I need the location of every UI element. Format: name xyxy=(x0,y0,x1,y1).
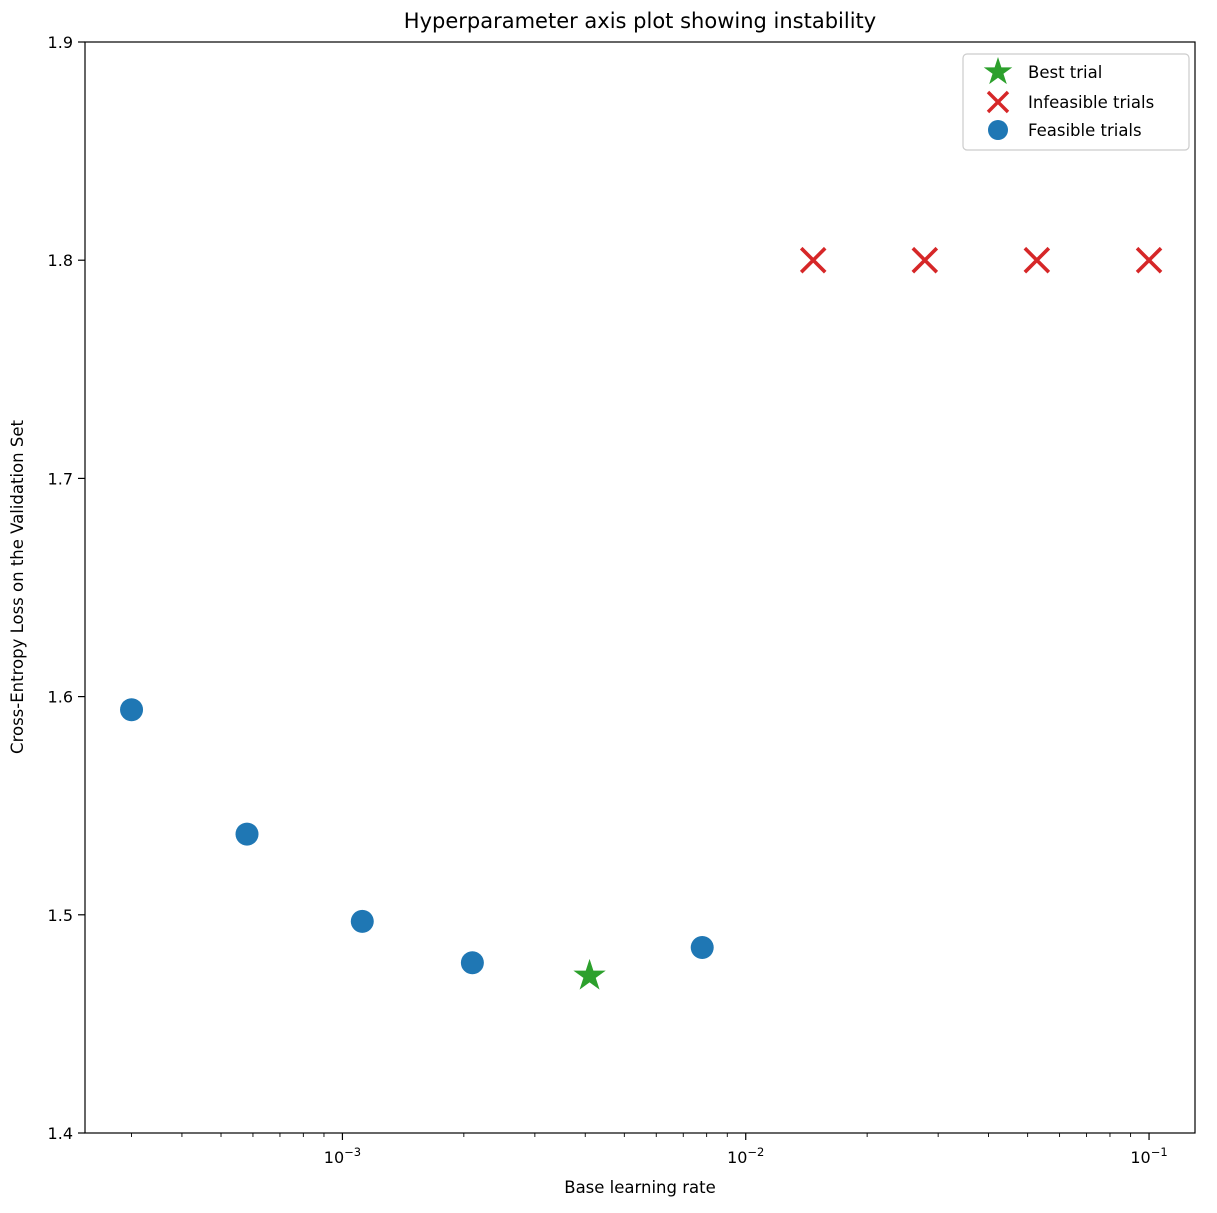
y-tick-label: 1.4 xyxy=(48,1124,73,1143)
y-tick-label: 1.9 xyxy=(48,33,73,52)
infeasible-point xyxy=(1023,246,1051,274)
data-points xyxy=(120,246,1163,990)
legend-item-feasible-trials: Feasible trials xyxy=(988,120,1142,140)
plot-area xyxy=(84,41,1196,1134)
circle-marker-icon xyxy=(988,120,1008,140)
infeasible-point xyxy=(799,246,827,274)
best-trial-point xyxy=(573,958,606,990)
legend-item-infeasible-trials: Infeasible trials xyxy=(986,90,1154,114)
legend-item-best-trial: Best trial xyxy=(983,57,1102,85)
legend-label: Feasible trials xyxy=(1028,121,1142,140)
y-tick-label: 1.5 xyxy=(48,906,73,925)
x-marker-icon xyxy=(986,90,1010,114)
feasible-point xyxy=(235,822,259,846)
y-tick-label: 1.8 xyxy=(48,251,73,270)
star-icon xyxy=(983,57,1013,85)
x-tick-label: 10−2 xyxy=(727,1145,764,1167)
feasible-point xyxy=(120,698,144,722)
ticks: 1.4 1.5 1.6 1.7 1.8 1.9 10−3 10−2 10−1 xyxy=(48,33,1168,1167)
legend-box xyxy=(962,53,1190,151)
infeasible-point xyxy=(911,246,939,274)
feasible-point xyxy=(460,951,484,975)
legend-label: Best trial xyxy=(1028,63,1102,82)
y-tick-label: 1.7 xyxy=(48,469,73,488)
infeasible-point xyxy=(1135,246,1163,274)
y-tick-label: 1.6 xyxy=(48,688,73,707)
legend-label: Infeasible trials xyxy=(1028,93,1154,112)
y-axis-label: Cross-Entropy Loss on the Validation Set xyxy=(8,420,27,754)
feasible-point xyxy=(690,936,714,960)
chart-title: Hyperparameter axis plot showing instabi… xyxy=(404,9,876,33)
feasible-point xyxy=(350,909,374,933)
x-tick-label: 10−1 xyxy=(1130,1145,1167,1167)
legend: Best trial Infeasible trials Feasible tr… xyxy=(962,53,1190,151)
x-axis-label: Base learning rate xyxy=(564,1178,716,1197)
x-tick-label: 10−3 xyxy=(324,1145,361,1167)
